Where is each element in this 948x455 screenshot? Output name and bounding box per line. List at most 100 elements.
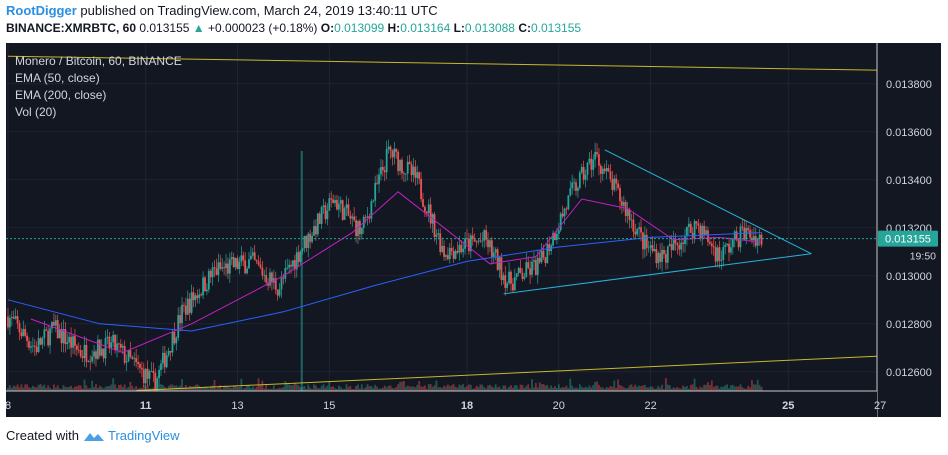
- candle-body: [162, 352, 164, 364]
- volume-bar: [747, 385, 750, 391]
- chart-container[interactable]: 0.013800 0.013600 0.013400 0.013200 0.013000…: [5, 43, 941, 417]
- legend-ema50[interactable]: EMA (50, close): [15, 71, 100, 85]
- candle-body: [330, 198, 333, 200]
- channel-trendline[interactable]: [7, 55, 904, 72]
- candle-body: [355, 220, 357, 237]
- time-axis-panel[interactable]: [6, 391, 877, 417]
- candle-body: [468, 238, 470, 252]
- candle-body: [603, 168, 606, 172]
- price-axis-panel[interactable]: [877, 43, 941, 417]
- candle-body: [307, 233, 310, 249]
- candle-body: [276, 289, 279, 296]
- volume-bar: [735, 386, 738, 391]
- volume-bar: [567, 388, 570, 391]
- volume-bar: [10, 387, 13, 391]
- candle-body: [374, 182, 377, 201]
- candle-body: [552, 232, 554, 246]
- price-chart[interactable]: 0.0138000.0136000.0134000.0132000.013000…: [5, 43, 941, 417]
- volume-bar: [494, 384, 497, 391]
- candle-body: [139, 364, 141, 368]
- candle-body: [703, 225, 706, 236]
- candle-body: [192, 292, 195, 301]
- candle-body: [123, 345, 126, 363]
- candle-body: [647, 247, 650, 249]
- candle-body: [580, 166, 583, 173]
- legend-title[interactable]: Monero / Bitcoin, 60, BINANCE: [15, 54, 182, 68]
- volume-bar: [85, 385, 88, 391]
- author-link[interactable]: RootDigger: [6, 3, 77, 18]
- triangle-trendline[interactable]: [604, 149, 812, 255]
- candle-body: [280, 277, 283, 290]
- volume-bar: [687, 388, 690, 391]
- volume-bar: [544, 385, 547, 391]
- volume-bar: [232, 386, 235, 391]
- candle-body: [598, 154, 600, 166]
- time-tick-label: 8: [6, 400, 11, 412]
- volume-bar: [647, 387, 650, 391]
- volume-bar: [422, 386, 424, 391]
- volume-bar: [666, 384, 669, 391]
- volume-bar: [642, 385, 644, 391]
- candle-body: [733, 231, 736, 240]
- volume-bar: [628, 385, 631, 391]
- price-tick-label: 0.012800: [886, 319, 932, 331]
- volume-bar: [47, 385, 50, 391]
- candle-body: [653, 248, 656, 252]
- volume-bar: [649, 386, 652, 391]
- legend-ema200[interactable]: EMA (200, close): [15, 88, 106, 102]
- candle-body: [615, 178, 618, 184]
- volume-bar: [538, 382, 541, 391]
- candle-body: [433, 214, 436, 237]
- candle-body: [731, 239, 734, 248]
- volume-bar: [749, 387, 751, 391]
- candle-body: [708, 241, 711, 244]
- volume-bar: [674, 388, 677, 391]
- candle-body: [102, 348, 105, 359]
- candle-body: [741, 226, 744, 228]
- volume-bar: [718, 388, 721, 391]
- volume-bar: [569, 378, 572, 391]
- volume-bar: [75, 386, 78, 391]
- volume-bar: [362, 388, 365, 391]
- candle-body: [707, 230, 709, 242]
- candle-body: [87, 361, 90, 362]
- candle-body: [682, 242, 685, 244]
- low-label: L:: [453, 21, 465, 35]
- candle-body: [397, 151, 400, 171]
- volume-bar: [720, 386, 723, 391]
- candle-body: [341, 200, 344, 220]
- candle-body: [565, 208, 568, 210]
- candle-body: [24, 328, 27, 336]
- chart-background: [6, 43, 941, 417]
- candle-body: [422, 199, 424, 207]
- triangle-trendline[interactable]: [503, 253, 812, 295]
- volume-bar: [204, 386, 206, 391]
- volume-bar: [406, 385, 409, 391]
- trendlines[interactable]: [7, 55, 904, 392]
- volume-bar: [121, 386, 124, 391]
- candle-body: [144, 368, 147, 384]
- candle-body: [414, 166, 417, 178]
- volume-bar: [223, 385, 226, 391]
- countdown-badge: [919, 248, 938, 263]
- candle-body: [116, 343, 118, 350]
- volume-bar: [242, 388, 245, 391]
- candle-body: [684, 236, 686, 244]
- volume-bar: [433, 385, 436, 391]
- volume-bar: [236, 387, 239, 391]
- candle-body: [760, 234, 763, 245]
- candle-body: [301, 248, 304, 251]
- volume-bar: [473, 388, 476, 391]
- volume-bar: [297, 385, 300, 391]
- volume-bar: [665, 378, 667, 391]
- legend-volume[interactable]: Vol (20): [15, 105, 56, 119]
- candle-body: [563, 208, 566, 217]
- candle-body: [93, 351, 95, 357]
- volume-bar: [355, 385, 357, 391]
- channel-trendline[interactable]: [136, 354, 904, 392]
- tradingview-brand[interactable]: TradingView: [107, 428, 180, 443]
- price-tick-label: 0.013400: [886, 175, 932, 187]
- volume-bar: [261, 380, 264, 391]
- volume-bar: [318, 388, 321, 391]
- candle-body: [206, 289, 208, 292]
